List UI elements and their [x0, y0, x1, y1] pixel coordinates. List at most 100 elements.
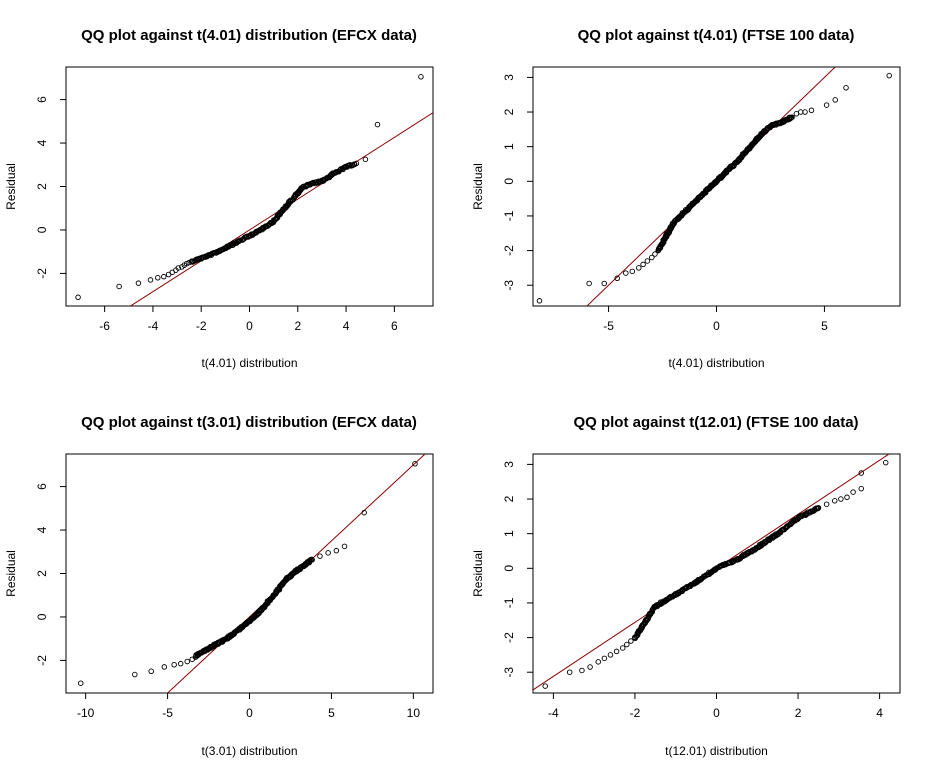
- data-point: [832, 97, 838, 103]
- data-point: [629, 268, 636, 275]
- data-point: [579, 667, 585, 674]
- y-tick-label: 0: [35, 226, 49, 233]
- data-point: [418, 74, 424, 80]
- x-tick-label: -5: [603, 319, 614, 333]
- y-tick-label: -1: [502, 210, 516, 221]
- data-point: [886, 72, 892, 79]
- data-point: [135, 280, 142, 286]
- plot-frame: [532, 453, 901, 694]
- plot-frame: [65, 453, 434, 694]
- y-tick-label: 1: [502, 530, 516, 537]
- reference-line: [166, 454, 426, 693]
- y-tick-label: -2: [35, 268, 49, 279]
- data-point: [640, 261, 646, 268]
- chart-title: QQ plot against t(12.01) (FTSE 100 data): [573, 414, 858, 431]
- data-point: [613, 648, 620, 655]
- data-point: [361, 509, 367, 516]
- data-point: [77, 680, 84, 686]
- data-point: [815, 504, 822, 511]
- x-tick-label: -2: [630, 706, 641, 720]
- x-tick-label: -4: [148, 319, 159, 333]
- y-tick-label: 2: [35, 570, 49, 577]
- x-tick-label: 4: [876, 706, 883, 720]
- x-tick-label: 6: [391, 319, 398, 333]
- data-point: [632, 634, 638, 641]
- data-point: [844, 494, 850, 501]
- data-point: [147, 277, 154, 283]
- data-point: [362, 156, 369, 163]
- qq-panel-2: QQ plot against t(4.01) (FTSE 100 data) -…: [471, 27, 901, 370]
- y-tick-label: 6: [35, 483, 49, 490]
- data-point: [566, 669, 573, 675]
- y-tick-label: 3: [502, 461, 516, 468]
- y-tick-label: -2: [502, 632, 516, 643]
- y-tick-label: 3: [502, 74, 516, 81]
- plot-frame: [65, 66, 434, 307]
- x-tick-label: -5: [162, 706, 173, 720]
- data-point: [595, 659, 601, 665]
- data-point: [188, 258, 195, 265]
- x-tick-label: 5: [821, 319, 828, 333]
- x-tick-label: 2: [795, 706, 802, 720]
- y-tick-label: 2: [502, 495, 516, 502]
- data-point: [325, 550, 331, 556]
- data-point: [823, 102, 830, 108]
- y-tick-label: -3: [502, 667, 516, 678]
- x-tick-label: 4: [343, 319, 350, 333]
- plot-area: [536, 67, 892, 306]
- x-tick-label: -6: [99, 319, 110, 333]
- chart-title: QQ plot against t(4.01) (FTSE 100 data): [578, 27, 855, 44]
- data-point: [184, 658, 190, 665]
- y-tick-label: -1: [502, 597, 516, 608]
- plot-area: [533, 454, 890, 691]
- plot-area: [75, 74, 433, 306]
- plot-area: [77, 454, 426, 693]
- y-axis-label: Residual: [471, 163, 485, 210]
- data-point: [823, 501, 830, 507]
- data-point: [812, 506, 818, 512]
- data-point: [601, 655, 608, 662]
- data-point: [731, 558, 737, 564]
- data-point: [843, 85, 849, 91]
- data-point: [601, 280, 607, 287]
- x-tick-label: 5: [328, 706, 335, 720]
- y-axis-label: Residual: [4, 550, 18, 597]
- data-point: [832, 498, 838, 504]
- plot-frame: [532, 66, 901, 307]
- data-point: [336, 167, 343, 174]
- x-tick-label: 0: [713, 706, 720, 720]
- data-point: [614, 275, 620, 282]
- y-tick-label: -3: [502, 280, 516, 291]
- x-tick-label: -2: [196, 319, 207, 333]
- reference-line: [129, 112, 433, 306]
- qq-panel-4: QQ plot against t(12.01) (FTSE 100 data)…: [471, 414, 901, 758]
- data-point: [161, 664, 168, 670]
- x-tick-label: 10: [407, 706, 421, 720]
- data-point: [309, 556, 315, 563]
- data-point: [808, 107, 815, 114]
- data-point: [374, 121, 381, 128]
- data-point: [536, 298, 543, 304]
- y-tick-label: -2: [502, 245, 516, 256]
- x-tick-label: 0: [246, 706, 253, 720]
- y-axis-label: Residual: [471, 550, 485, 597]
- x-axis-label: t(4.01) distribution: [668, 356, 764, 370]
- data-point: [648, 254, 655, 261]
- data-point: [655, 247, 661, 254]
- data-point: [772, 531, 779, 537]
- data-point: [587, 664, 593, 670]
- qq-panel-3: QQ plot against t(3.01) distribution (EF…: [4, 414, 434, 758]
- y-tick-label: 2: [502, 108, 516, 115]
- data-point: [148, 668, 154, 675]
- data-point: [607, 652, 614, 658]
- y-tick-label: 2: [35, 183, 49, 190]
- y-tick-label: 1: [502, 143, 516, 150]
- data-point: [858, 470, 865, 476]
- data-point: [882, 459, 889, 466]
- y-tick-label: -2: [35, 655, 49, 666]
- data-point: [132, 671, 138, 678]
- data-point: [636, 265, 642, 271]
- data-point: [154, 275, 161, 281]
- data-point: [628, 638, 634, 644]
